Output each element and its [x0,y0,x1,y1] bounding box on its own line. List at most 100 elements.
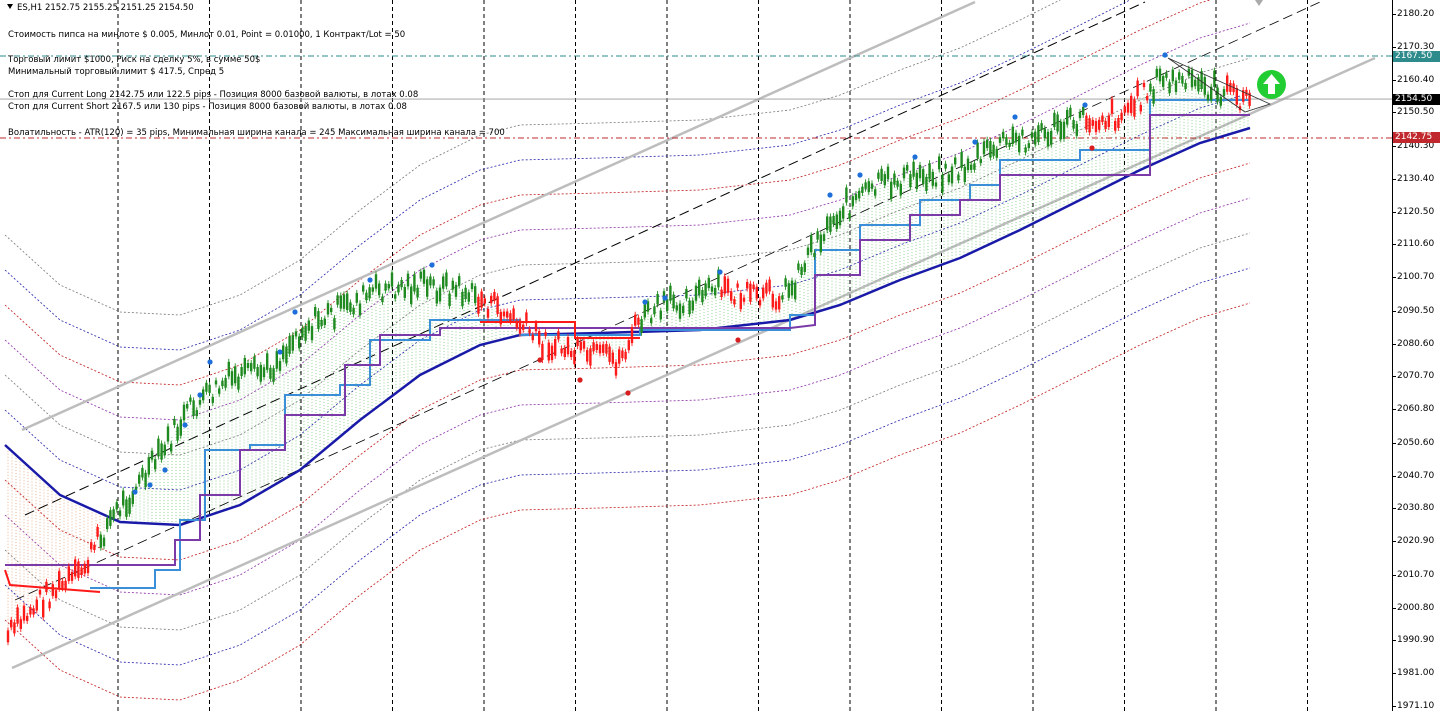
price-tick-label: 1971.10 [1392,701,1435,711]
candle-body [1024,147,1027,153]
candle-body [531,334,534,341]
candle-body [246,363,250,368]
candle-body [1030,132,1034,138]
candle-body [598,344,602,354]
candle-body [6,630,10,643]
candle-body [93,544,96,551]
candle-body [1178,72,1181,80]
candle-body [378,283,381,296]
candle-body [54,590,58,599]
candle-body [32,608,35,615]
candle-body [982,141,986,155]
shift-marker-icon [1255,0,1263,6]
candle-body [106,518,109,530]
candle-body [112,509,115,520]
candle-body [1043,128,1046,139]
envelope-band-line [4,267,1251,666]
candle-body [1021,129,1024,136]
candle-body [998,137,1002,143]
candle-body [694,285,698,301]
candle-body [752,284,755,289]
candle-body [886,166,890,180]
price-tick-label: 2130.40 [1392,173,1435,184]
candle-body [45,581,48,593]
envelope-band-line [4,232,1251,631]
candle-body [499,311,502,325]
candle-body [253,356,256,369]
candle-body [1229,83,1232,92]
candle-body [198,399,202,405]
candle-body [816,231,819,240]
candle-body [291,335,294,351]
price-tick-label: 2090.50 [1392,305,1435,316]
candle-body [1130,95,1133,114]
info-volatility: Волатильность - ATR(120) = 35 pips, Мини… [8,128,505,138]
candle-body [925,176,928,191]
candle-body [720,289,723,298]
up-arrow-icon [1257,70,1286,99]
candle-body [269,367,272,379]
envelope-band-line [4,162,1251,561]
candle-body [1162,76,1165,87]
candle-body [656,294,659,305]
candle-body [138,474,141,484]
candle-body [928,163,931,180]
candle-body [211,396,214,403]
channel-mid-dash-line [24,1,1146,516]
candle-body [1190,69,1194,88]
price-tick-label: 2060.80 [1392,404,1435,415]
candle-body [621,350,624,359]
chart-menu-triangle-icon[interactable] [7,4,13,9]
candle-body [522,324,525,330]
candle-body [352,307,355,315]
candle-body [762,287,765,299]
fractal-up-marker [857,172,863,178]
candle-body [330,307,333,313]
candle-body [605,343,608,354]
candle-body [918,164,922,179]
candle-body [512,308,515,320]
candle-body [483,298,486,304]
candle-body [822,234,826,242]
fractal-up-marker [717,269,723,275]
candle-body [893,173,896,185]
candle-body [899,183,902,196]
candle-body [682,305,685,314]
candle-body [896,180,899,187]
candle-body [208,384,211,393]
candle-body [698,279,701,295]
candle-body [317,311,320,329]
candle-body [989,141,992,158]
candle-body [1197,77,1200,92]
candle-body [262,367,266,378]
candle-body [1011,126,1014,144]
candle-body [707,277,710,289]
candle-body [368,287,371,299]
candle-body [237,376,240,390]
candle-body [643,303,646,318]
candle-body [115,502,118,510]
candle-body [179,419,182,436]
candle-body [355,292,358,303]
candle-body [173,418,176,426]
candle-body [1203,77,1206,95]
candle-body [803,263,806,272]
candle-body [614,362,618,376]
candle-body [410,286,413,305]
candle-body [742,297,746,302]
candle-body [778,296,781,310]
candle-body [550,345,554,361]
price-chart[interactable] [0,0,1392,711]
candle-body [973,163,976,170]
candle-body [128,497,131,514]
candle-body [384,283,387,291]
candle-body [256,367,259,377]
price-axis[interactable]: 2180.20 2170.30 2160.40 2150.50 2140.30 2130.… [1392,0,1440,711]
candle-body [1165,73,1168,78]
candle-body [77,561,80,578]
candle-body [80,567,83,576]
candle-body [96,526,99,537]
candle-body [342,294,346,309]
candle-body [74,559,77,577]
